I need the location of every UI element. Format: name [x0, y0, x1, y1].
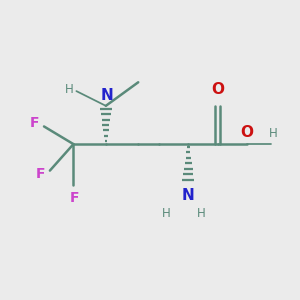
Text: N: N: [101, 88, 114, 103]
Text: O: O: [241, 125, 254, 140]
Text: O: O: [211, 82, 224, 97]
Text: H: H: [197, 207, 206, 220]
Text: F: F: [70, 191, 80, 205]
Text: H: H: [162, 207, 171, 220]
Text: H: H: [269, 127, 278, 140]
Text: F: F: [36, 167, 46, 181]
Text: F: F: [30, 116, 40, 130]
Text: H: H: [65, 83, 74, 96]
Text: N: N: [182, 188, 195, 203]
